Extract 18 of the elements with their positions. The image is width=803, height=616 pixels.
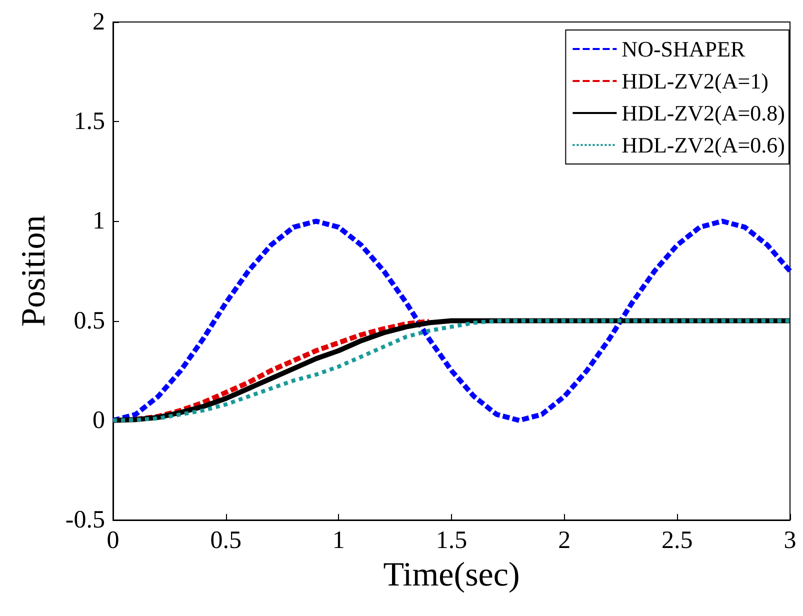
legend-label: HDL-ZV2(A=1) <box>622 68 769 94</box>
legend-label: NO-SHAPER <box>622 36 746 62</box>
x-tick-label: 2.5 <box>662 527 693 554</box>
y-tick-label: 1 <box>92 208 105 235</box>
y-tick-label: 2 <box>92 8 105 36</box>
x-axis-title: Time(sec) <box>383 556 520 594</box>
legend-label: HDL-ZV2(A=0.8) <box>622 100 786 126</box>
x-tick-label: 0.5 <box>210 527 242 554</box>
x-tick-label: 2 <box>558 527 571 554</box>
x-tick-label: 1 <box>332 527 345 554</box>
legend-label: HDL-ZV2(A=0.6) <box>622 132 786 158</box>
x-tick-label: 1.5 <box>436 527 468 554</box>
y-tick-label: -0.5 <box>65 506 105 534</box>
x-tick-label: 3 <box>784 527 796 554</box>
y-axis-title: Position <box>16 215 52 327</box>
y-tick-label: 0.5 <box>74 307 105 334</box>
y-tick-label: 0 <box>92 406 105 434</box>
y-tick-label: 1.5 <box>74 108 105 136</box>
